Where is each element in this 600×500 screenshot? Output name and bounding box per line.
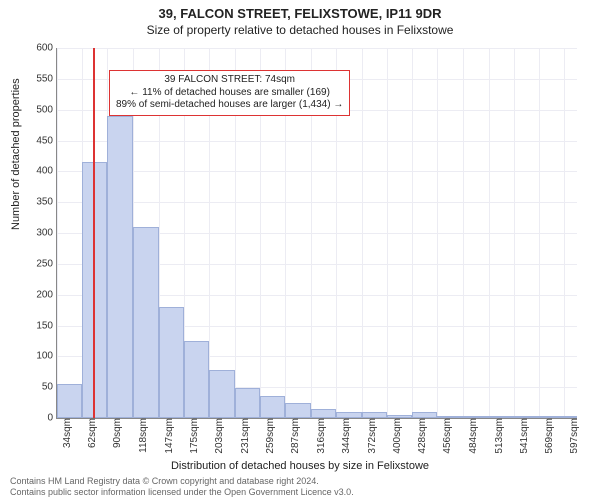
gridline-v (539, 48, 540, 418)
gridline-h (57, 48, 577, 49)
histogram-bar (463, 416, 489, 418)
footer: Contains HM Land Registry data © Crown c… (10, 476, 590, 498)
xtick-label: 203sqm (212, 418, 227, 454)
xtick-label: 231sqm (238, 418, 253, 454)
y-axis-label: Number of detached properties (10, 78, 22, 230)
histogram-bar (387, 415, 412, 418)
xtick-label: 259sqm (263, 418, 278, 454)
histogram-bar (362, 412, 387, 418)
xtick-label: 287sqm (288, 418, 303, 454)
xtick-label: 34sqm (60, 418, 75, 448)
gridline-v (463, 48, 464, 418)
histogram-bar (184, 341, 209, 418)
gridline-v (564, 48, 565, 418)
ytick-label: 550 (36, 73, 57, 84)
page-title: 39, FALCON STREET, FELIXSTOWE, IP11 9DR (0, 0, 600, 21)
xtick-label: 344sqm (339, 418, 354, 454)
xtick-label: 513sqm (492, 418, 507, 454)
gridline-v (387, 48, 388, 418)
histogram-bar (285, 403, 311, 418)
gridline-h (57, 202, 577, 203)
gridline-v (412, 48, 413, 418)
reference-line (93, 48, 95, 418)
xtick-label: 541sqm (517, 418, 532, 454)
footer-line2: Contains public sector information licen… (10, 487, 590, 498)
chart-container: 39, FALCON STREET, FELIXSTOWE, IP11 9DR … (0, 0, 600, 500)
xtick-label: 400sqm (390, 418, 405, 454)
ytick-label: 100 (36, 351, 57, 362)
annotation-line2: ← 11% of detached houses are smaller (16… (116, 87, 343, 100)
annotation-box: 39 FALCON STREET: 74sqm ← 11% of detache… (109, 70, 350, 116)
histogram-bar (539, 416, 564, 418)
ytick-label: 200 (36, 289, 57, 300)
annotation-line3: 89% of semi-detached houses are larger (… (116, 99, 343, 112)
xtick-label: 372sqm (365, 418, 380, 454)
histogram-bar (235, 388, 260, 418)
histogram-bar (209, 370, 234, 418)
ytick-label: 500 (36, 104, 57, 115)
histogram-bar (311, 409, 336, 418)
histogram-bar (57, 384, 82, 418)
histogram-bar (107, 116, 132, 418)
histogram-bar (564, 416, 577, 418)
gridline-v (362, 48, 363, 418)
histogram-bar (489, 416, 514, 418)
ytick-label: 250 (36, 258, 57, 269)
gridline-v (489, 48, 490, 418)
xtick-label: 147sqm (162, 418, 177, 454)
histogram-bar (437, 416, 462, 418)
annotation-line1: 39 FALCON STREET: 74sqm (116, 74, 343, 87)
ytick-label: 50 (42, 382, 57, 393)
xtick-label: 90sqm (110, 418, 125, 448)
xtick-label: 569sqm (542, 418, 557, 454)
ytick-label: 300 (36, 228, 57, 239)
histogram-bar (133, 227, 159, 418)
ytick-label: 350 (36, 197, 57, 208)
xtick-label: 597sqm (567, 418, 582, 454)
gridline-v (57, 48, 58, 418)
xtick-label: 456sqm (440, 418, 455, 454)
gridline-h (57, 141, 577, 142)
xtick-label: 175sqm (187, 418, 202, 454)
xtick-label: 316sqm (314, 418, 329, 454)
ytick-label: 450 (36, 135, 57, 146)
histogram-bar (336, 412, 361, 418)
ytick-label: 600 (36, 43, 57, 54)
histogram-bar (260, 396, 285, 418)
xtick-label: 62sqm (85, 418, 100, 448)
xtick-label: 484sqm (466, 418, 481, 454)
ytick-label: 0 (47, 413, 57, 424)
xtick-label: 118sqm (136, 418, 151, 453)
histogram-bar (514, 416, 539, 418)
ytick-label: 400 (36, 166, 57, 177)
ytick-label: 150 (36, 320, 57, 331)
x-axis-label: Distribution of detached houses by size … (0, 460, 600, 472)
plot-area: 05010015020025030035040045050055060034sq… (56, 48, 577, 419)
xtick-label: 428sqm (415, 418, 430, 454)
page-subtitle: Size of property relative to detached ho… (0, 23, 600, 37)
histogram-bar (412, 412, 437, 418)
gridline-h (57, 171, 577, 172)
histogram-bar (159, 307, 184, 418)
gridline-v (437, 48, 438, 418)
gridline-v (514, 48, 515, 418)
footer-line1: Contains HM Land Registry data © Crown c… (10, 476, 590, 487)
